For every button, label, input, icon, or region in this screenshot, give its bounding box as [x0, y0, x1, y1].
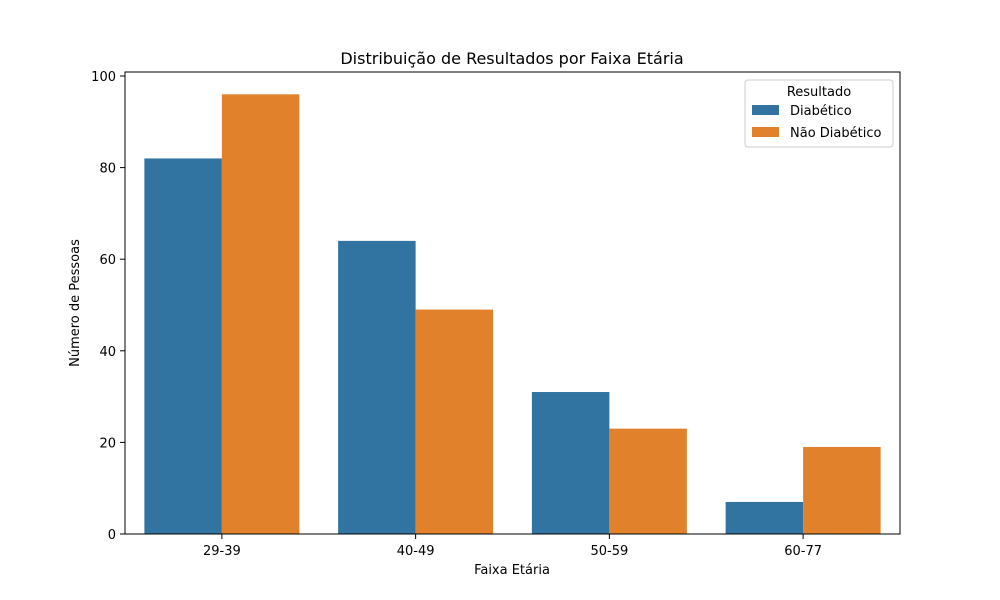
legend-title: Resultado: [787, 85, 851, 100]
bar-nao-diabetico-60-77: [803, 446, 881, 534]
bars-group: [144, 94, 881, 534]
legend-box: [744, 79, 894, 148]
legend-swatch-diabetico: [752, 105, 779, 115]
bar-diabetico-29-39: [144, 158, 222, 534]
chart-title: Distribuição de Resultados por Faixa Etá…: [340, 49, 683, 68]
bar-nao-diabetico-29-39: [221, 94, 300, 534]
x-axis: 29-39 40-49 50-59 60-77: [203, 534, 822, 559]
plot-frame: [124, 71, 901, 535]
bar-diabetico-50-59: [531, 392, 610, 534]
bar-nao-diabetico-40-49: [415, 309, 494, 534]
y-axis-title: Número de Pessoas: [68, 239, 83, 367]
y-tick-label: 60: [99, 253, 116, 268]
x-tick-label: 40-49: [397, 544, 435, 559]
y-axis: 0 20 40 60 80 100: [91, 70, 125, 543]
x-tick-label: 50-59: [590, 544, 628, 559]
legend: Resultado Diabético Não Diabético: [744, 79, 894, 148]
x-tick-label: 60-77: [784, 544, 822, 559]
bar-diabetico-40-49: [338, 240, 416, 534]
x-axis-title: Faixa Etária: [474, 563, 550, 578]
y-tick-label: 0: [108, 528, 116, 543]
legend-label-nao-diabetico: Não Diabético: [790, 126, 881, 141]
y-tick-label: 20: [99, 436, 116, 451]
y-tick-label: 80: [99, 162, 116, 177]
y-tick-label: 100: [91, 70, 116, 85]
bar-diabetico-60-77: [725, 501, 804, 534]
x-tick-label: 29-39: [203, 544, 241, 559]
legend-label-diabetico: Diabético: [790, 104, 852, 119]
bar-nao-diabetico-50-59: [609, 428, 687, 534]
legend-swatch-nao-diabetico: [752, 127, 779, 137]
y-tick-label: 40: [99, 345, 116, 360]
